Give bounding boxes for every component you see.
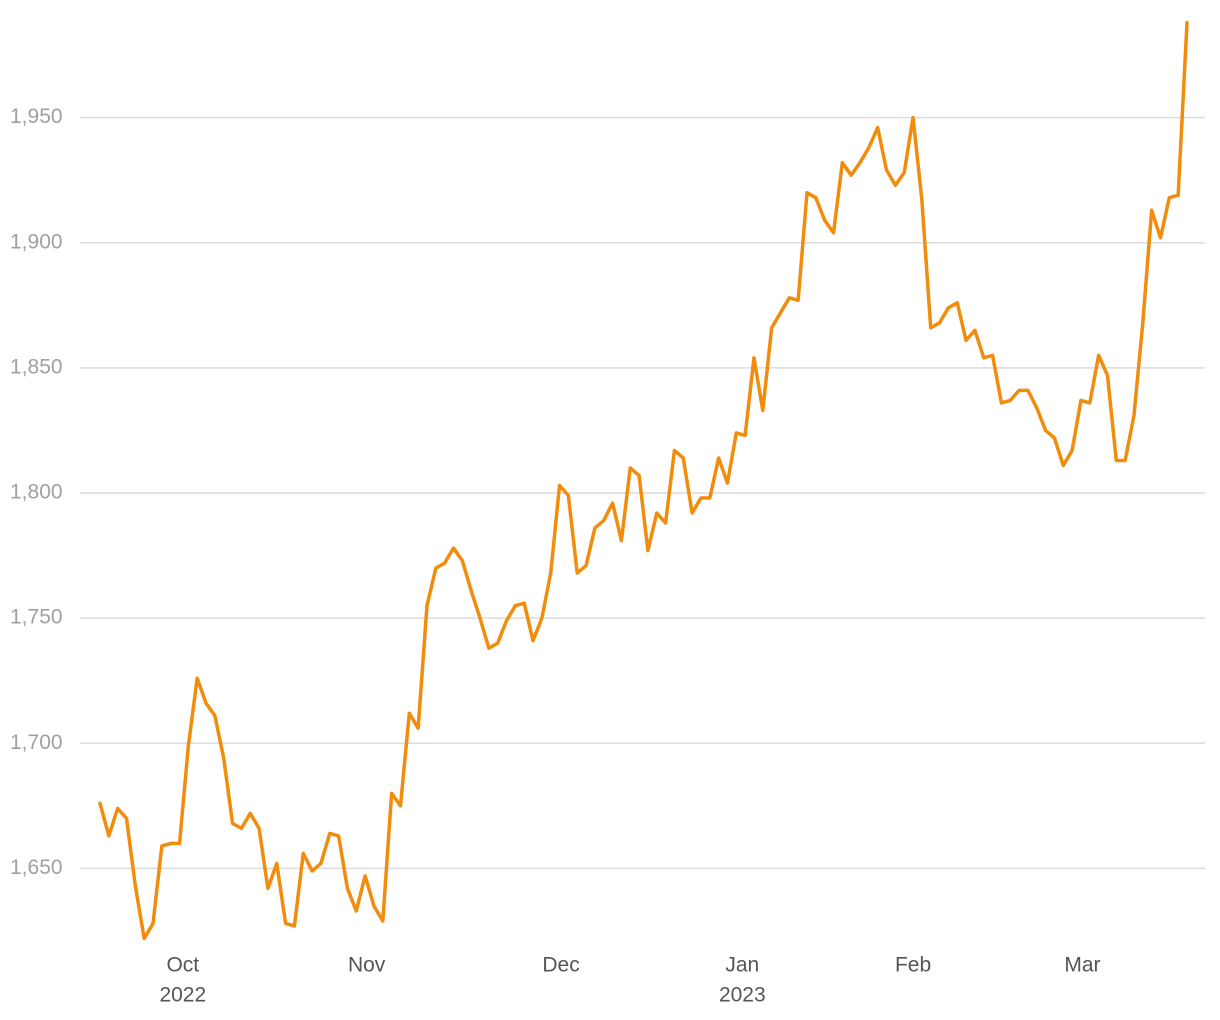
y-tick-label: 1,850: [10, 355, 63, 378]
price-line: [98, 20, 1189, 941]
x-tick-year: 2023: [719, 984, 766, 1007]
x-tick-label: Mar: [1064, 954, 1100, 977]
y-tick-label: 1,700: [10, 731, 63, 754]
x-tick-year: 2022: [159, 984, 206, 1007]
y-tick-label: 1,900: [10, 230, 63, 253]
x-tick-label: Jan: [725, 954, 759, 977]
y-tick-label: 1,750: [10, 606, 63, 629]
x-tick-label: Feb: [895, 954, 931, 977]
x-tick-label: Nov: [348, 954, 386, 977]
y-tick-label: 1,650: [10, 856, 63, 879]
x-tick-label: Oct: [166, 954, 199, 977]
x-tick-label: Dec: [542, 954, 579, 977]
y-tick-label: 1,800: [10, 481, 63, 504]
y-tick-label: 1,950: [10, 105, 63, 128]
